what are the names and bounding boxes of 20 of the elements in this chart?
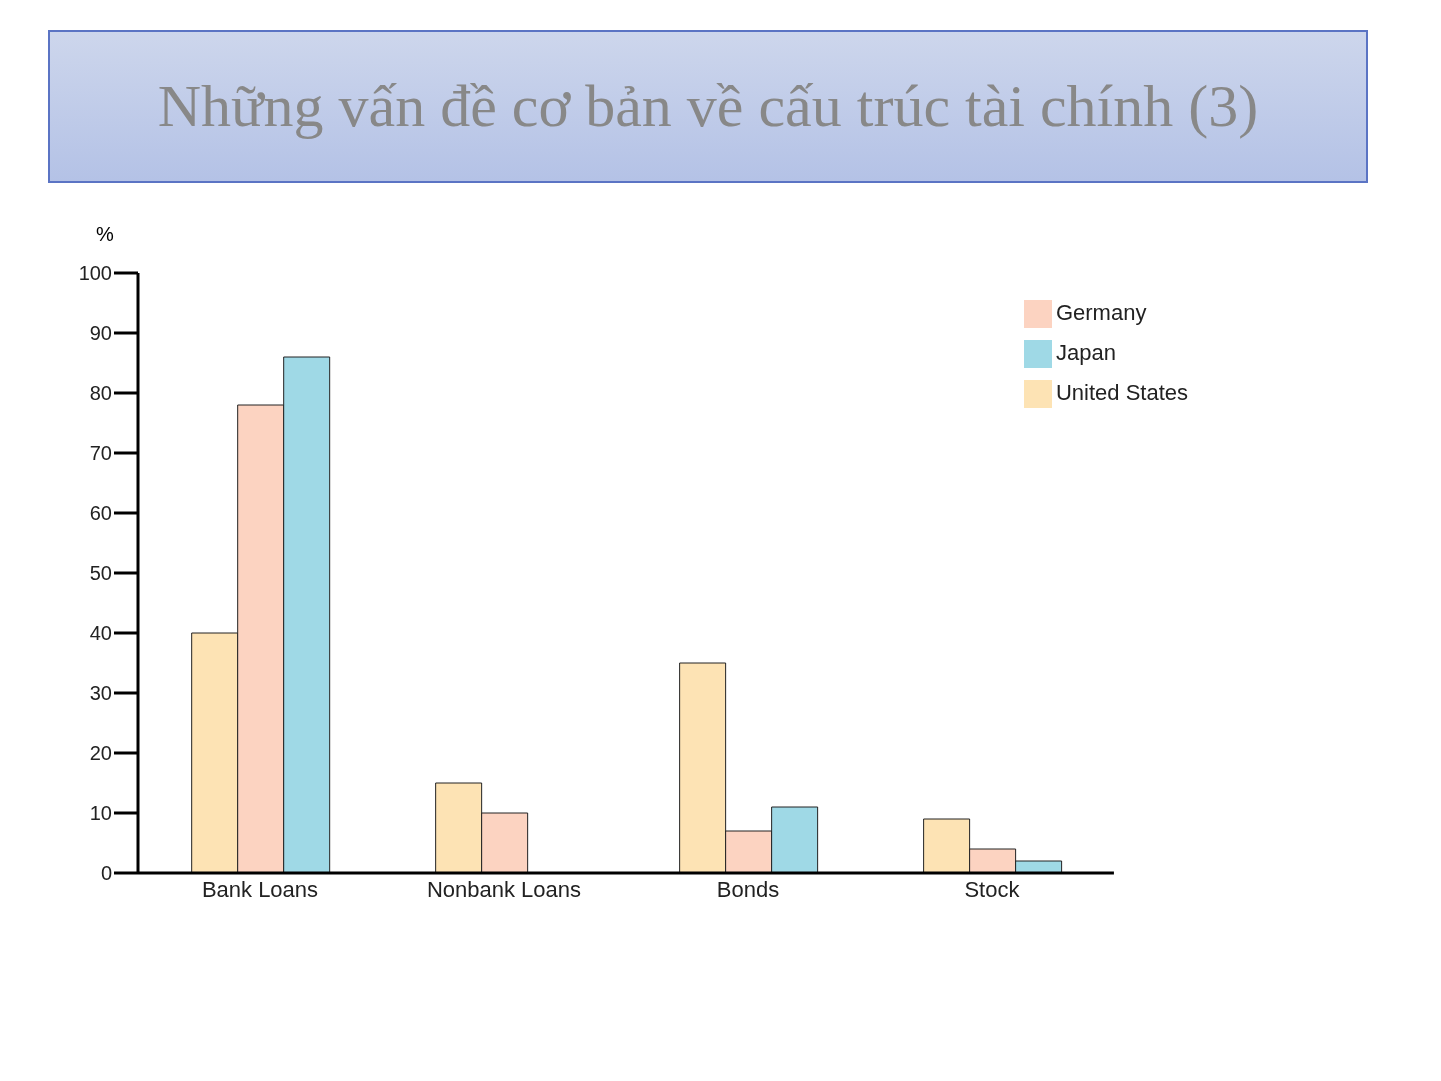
y-axis-title: % <box>96 223 114 246</box>
legend-label: Germany <box>1055 300 1147 325</box>
chart-title: Những vấn đề cơ bản về cấu trúc tài chính (3) <box>48 30 1368 183</box>
y-tick-label: 50 <box>89 562 112 585</box>
y-tick-label: 20 <box>89 742 112 765</box>
legend-label: Japan <box>1055 340 1116 365</box>
x-tick-label: Bank Loans <box>201 876 319 902</box>
y-tick-label: 30 <box>89 682 112 705</box>
y-tick-label: 80 <box>89 382 112 405</box>
y-tick-label: 10 <box>89 802 112 825</box>
y-tick-label: 40 <box>89 622 112 645</box>
y-tick-label: 100 <box>78 262 112 285</box>
x-tick-label: Bonds <box>716 876 780 902</box>
x-tick-label: Stock <box>964 876 1021 902</box>
y-tick-label: 90 <box>89 322 112 345</box>
y-tick-label: 70 <box>89 442 112 465</box>
y-tick-label: 0 <box>100 862 112 885</box>
y-tick-label: 60 <box>89 502 112 525</box>
x-tick-label: Nonbank Loans <box>426 876 582 902</box>
legend-label: United States <box>1055 380 1188 405</box>
